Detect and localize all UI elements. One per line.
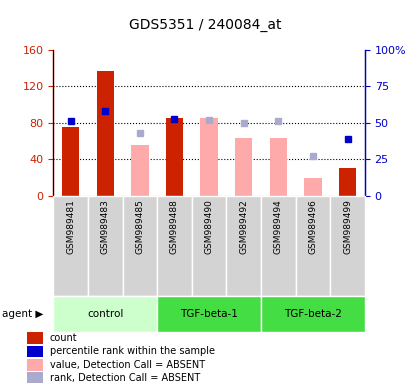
Text: control: control [87,309,123,319]
Bar [27,359,43,371]
Bar [27,332,43,344]
Text: rank, Detection Call = ABSENT: rank, Detection Call = ABSENT [49,373,200,383]
Text: GSM989483: GSM989483 [101,199,110,254]
FancyBboxPatch shape [157,296,261,332]
Text: agent ▶: agent ▶ [2,309,43,319]
Text: GSM989494: GSM989494 [273,199,282,253]
FancyBboxPatch shape [330,196,364,296]
Text: GSM989488: GSM989488 [170,199,179,254]
FancyBboxPatch shape [191,196,226,296]
Bar [200,118,217,196]
Text: TGF-beta-2: TGF-beta-2 [283,309,341,319]
FancyBboxPatch shape [295,196,330,296]
Bar [269,138,286,196]
FancyBboxPatch shape [53,296,157,332]
Bar [27,346,43,357]
Text: GDS5351 / 240084_at: GDS5351 / 240084_at [128,18,281,32]
Bar [234,138,252,196]
Bar [27,372,43,384]
Bar [62,127,79,196]
FancyBboxPatch shape [226,196,261,296]
Text: value, Detection Call = ABSENT: value, Detection Call = ABSENT [49,360,204,370]
Bar [131,145,148,196]
Text: GSM989485: GSM989485 [135,199,144,254]
Text: percentile rank within the sample: percentile rank within the sample [49,346,214,356]
Bar [303,178,321,196]
Bar [97,71,114,196]
FancyBboxPatch shape [53,196,88,296]
FancyBboxPatch shape [88,196,122,296]
FancyBboxPatch shape [122,196,157,296]
Text: GSM989499: GSM989499 [342,199,351,254]
Bar [338,169,355,196]
Text: GSM989490: GSM989490 [204,199,213,254]
FancyBboxPatch shape [157,196,191,296]
Text: GSM989496: GSM989496 [308,199,317,254]
FancyBboxPatch shape [261,296,364,332]
FancyBboxPatch shape [261,196,295,296]
Bar [165,118,183,196]
Text: TGF-beta-1: TGF-beta-1 [180,309,238,319]
Text: GSM989481: GSM989481 [66,199,75,254]
Text: count: count [49,333,77,343]
Text: GSM989492: GSM989492 [238,199,247,253]
